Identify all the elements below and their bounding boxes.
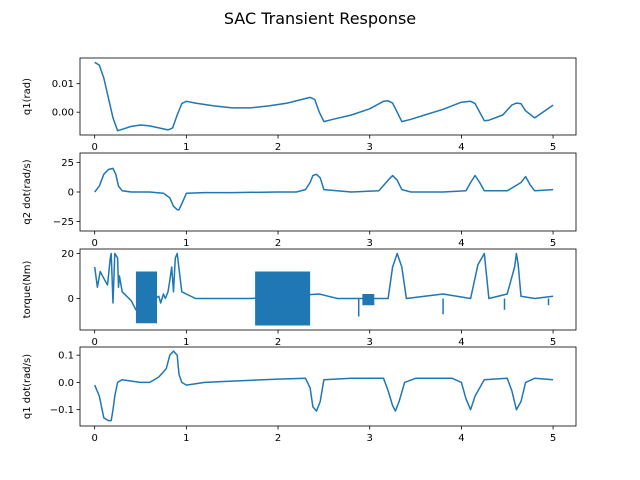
x-tick-label: 2	[275, 142, 281, 153]
axes-frame	[79, 57, 577, 136]
x-tick-label: 4	[458, 337, 464, 348]
y-tick-label: 0.00	[52, 108, 74, 119]
y-axis-label: torque(Nm)	[22, 260, 33, 318]
x-tick-label: 0	[91, 337, 97, 348]
subplot-2: 0 1 2 3 4 5 −25 0 25 q2 dot(rad/s)	[22, 152, 577, 249]
x-tick-label: 3	[367, 238, 373, 249]
y-tick-label: 25	[61, 158, 74, 169]
x-tick-label: 2	[275, 238, 281, 249]
x-tick-label: 5	[550, 142, 556, 153]
series-line	[94, 167, 554, 211]
x-tick-label: 1	[183, 433, 189, 444]
x-tick-label: 1	[183, 337, 189, 348]
x-tick-label: 2	[275, 337, 281, 348]
figure-title: SAC Transient Response	[224, 9, 416, 28]
series-line	[94, 350, 554, 422]
x-tick-label: 5	[550, 337, 556, 348]
subplot-1: 0 1 2 3 4 5 0.00 0.01 q1(rad)	[22, 57, 577, 153]
oscillation-band-3	[362, 294, 375, 306]
x-tick-label: 0	[91, 433, 97, 444]
y-tick-label: −0.1	[50, 405, 74, 416]
x-tick-label: 3	[367, 433, 373, 444]
y-tick-label: 0.01	[52, 79, 74, 90]
y-tick-label: 0	[68, 188, 74, 199]
y-axis-label: q2 dot(rad/s)	[22, 159, 33, 224]
x-tick-label: 1	[183, 238, 189, 249]
series-line	[93, 252, 554, 311]
x-tick-label: 1	[183, 142, 189, 153]
x-tick-label: 0	[91, 238, 97, 249]
subplot-3: 0 1 2 3 4 5 0 20 torque(Nm)	[22, 248, 577, 348]
y-tick-label: 0.0	[58, 378, 74, 389]
y-tick-label: −25	[53, 217, 74, 228]
y-tick-label: 0.1	[58, 351, 74, 362]
y-axis-label: q1(rad)	[22, 78, 33, 115]
axes-frame	[79, 248, 577, 331]
y-tick-label: 0	[68, 294, 74, 305]
series-line	[94, 61, 554, 132]
x-tick-label: 5	[550, 238, 556, 249]
x-tick-label: 4	[458, 433, 464, 444]
x-tick-label: 0	[91, 142, 97, 153]
x-tick-label: 4	[458, 238, 464, 249]
y-axis-label: q1 dot(rad/s)	[22, 354, 33, 419]
oscillation-band-1	[135, 271, 158, 324]
axes-frame	[79, 346, 577, 427]
x-tick-label: 2	[275, 433, 281, 444]
x-tick-label: 4	[458, 142, 464, 153]
x-tick-label: 3	[367, 142, 373, 153]
x-tick-label: 3	[367, 337, 373, 348]
oscillation-band-2	[255, 271, 311, 326]
subplot-4: 0 1 2 3 4 5 −0.1 0.0 0.1 q1 dot(rad/s)	[22, 346, 577, 444]
y-tick-label: 20	[61, 249, 74, 260]
x-tick-label: 5	[550, 433, 556, 444]
